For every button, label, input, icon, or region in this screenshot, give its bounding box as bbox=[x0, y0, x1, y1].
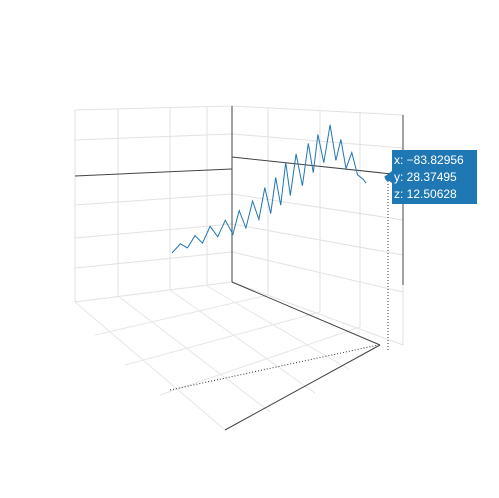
grid-line bbox=[74, 281, 233, 303]
grid-line bbox=[117, 295, 271, 413]
axis-lines bbox=[74, 106, 404, 431]
hover-x-value: x: −83.82956 bbox=[394, 153, 464, 167]
grid-line bbox=[74, 301, 226, 431]
axis-line bbox=[74, 168, 233, 177]
grid-line bbox=[231, 193, 404, 221]
left-wall-grid bbox=[74, 105, 233, 303]
grid-line bbox=[124, 311, 321, 366]
axis-line bbox=[231, 281, 381, 346]
grid-line bbox=[231, 281, 404, 346]
hover-tooltip: x: −83.82956 y: 28.37495 z: 12.50628 bbox=[392, 150, 477, 204]
axis-line bbox=[224, 344, 381, 431]
axis-walls bbox=[74, 105, 404, 431]
grid-line bbox=[159, 326, 361, 396]
grid-line bbox=[74, 133, 233, 141]
trace-layer bbox=[171, 124, 367, 254]
hover-y-value: y: 28.37495 bbox=[394, 170, 457, 184]
hover-tooltip-arrow bbox=[384, 171, 392, 183]
grid-line bbox=[74, 251, 233, 269]
spike-line bbox=[169, 344, 379, 391]
spike-lines bbox=[169, 178, 389, 391]
grid-line bbox=[231, 223, 404, 256]
series-line[interactable] bbox=[171, 124, 367, 254]
grid-line bbox=[231, 251, 404, 293]
grid-line bbox=[94, 294, 269, 336]
grid-line bbox=[74, 193, 233, 206]
grid-line bbox=[169, 289, 316, 394]
hover-z-value: z: 12.50628 bbox=[394, 187, 457, 201]
grid-line bbox=[74, 223, 233, 239]
grid-line bbox=[231, 105, 404, 116]
grid-line bbox=[74, 105, 233, 111]
floor-grid bbox=[74, 281, 381, 431]
